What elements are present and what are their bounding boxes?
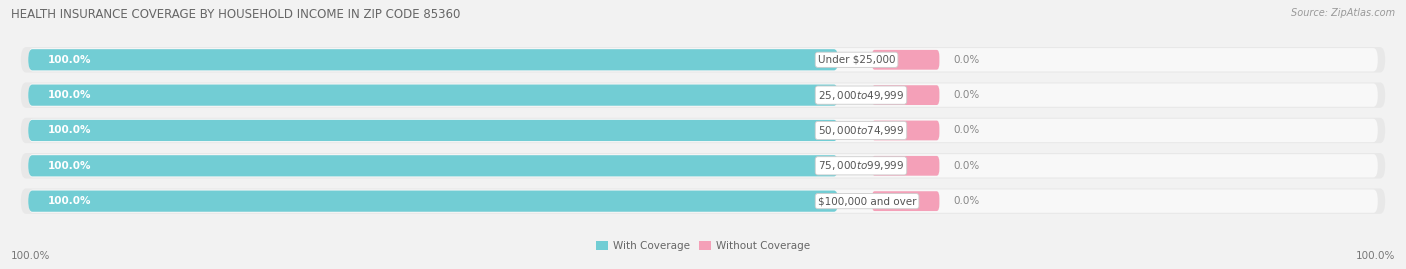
FancyBboxPatch shape: [872, 85, 939, 105]
FancyBboxPatch shape: [28, 49, 838, 70]
FancyBboxPatch shape: [872, 50, 939, 70]
Text: 100.0%: 100.0%: [48, 55, 91, 65]
FancyBboxPatch shape: [872, 156, 939, 176]
FancyBboxPatch shape: [28, 154, 1378, 178]
Text: $25,000 to $49,999: $25,000 to $49,999: [818, 89, 904, 102]
Text: 100.0%: 100.0%: [48, 125, 91, 136]
FancyBboxPatch shape: [21, 82, 1385, 108]
Text: 0.0%: 0.0%: [953, 196, 979, 206]
Text: 0.0%: 0.0%: [953, 55, 979, 65]
FancyBboxPatch shape: [21, 188, 1385, 214]
FancyBboxPatch shape: [21, 153, 1385, 179]
FancyBboxPatch shape: [28, 120, 838, 141]
Text: 100.0%: 100.0%: [1355, 251, 1395, 261]
Text: Source: ZipAtlas.com: Source: ZipAtlas.com: [1291, 8, 1395, 18]
Text: 100.0%: 100.0%: [48, 90, 91, 100]
Text: $50,000 to $74,999: $50,000 to $74,999: [818, 124, 904, 137]
FancyBboxPatch shape: [28, 119, 1378, 142]
Text: 0.0%: 0.0%: [953, 90, 979, 100]
Text: $100,000 and over: $100,000 and over: [818, 196, 917, 206]
Legend: With Coverage, Without Coverage: With Coverage, Without Coverage: [592, 237, 814, 255]
Text: 0.0%: 0.0%: [953, 161, 979, 171]
Text: 100.0%: 100.0%: [48, 196, 91, 206]
FancyBboxPatch shape: [28, 84, 838, 106]
Text: HEALTH INSURANCE COVERAGE BY HOUSEHOLD INCOME IN ZIP CODE 85360: HEALTH INSURANCE COVERAGE BY HOUSEHOLD I…: [11, 8, 461, 21]
FancyBboxPatch shape: [28, 189, 1378, 213]
Text: 0.0%: 0.0%: [953, 125, 979, 136]
Text: Under $25,000: Under $25,000: [818, 55, 896, 65]
FancyBboxPatch shape: [28, 83, 1378, 107]
FancyBboxPatch shape: [872, 191, 939, 211]
FancyBboxPatch shape: [28, 190, 838, 212]
FancyBboxPatch shape: [872, 121, 939, 140]
Text: 100.0%: 100.0%: [48, 161, 91, 171]
Text: 100.0%: 100.0%: [11, 251, 51, 261]
FancyBboxPatch shape: [21, 47, 1385, 73]
FancyBboxPatch shape: [21, 118, 1385, 143]
Text: $75,000 to $99,999: $75,000 to $99,999: [818, 159, 904, 172]
FancyBboxPatch shape: [28, 48, 1378, 72]
FancyBboxPatch shape: [28, 155, 838, 176]
